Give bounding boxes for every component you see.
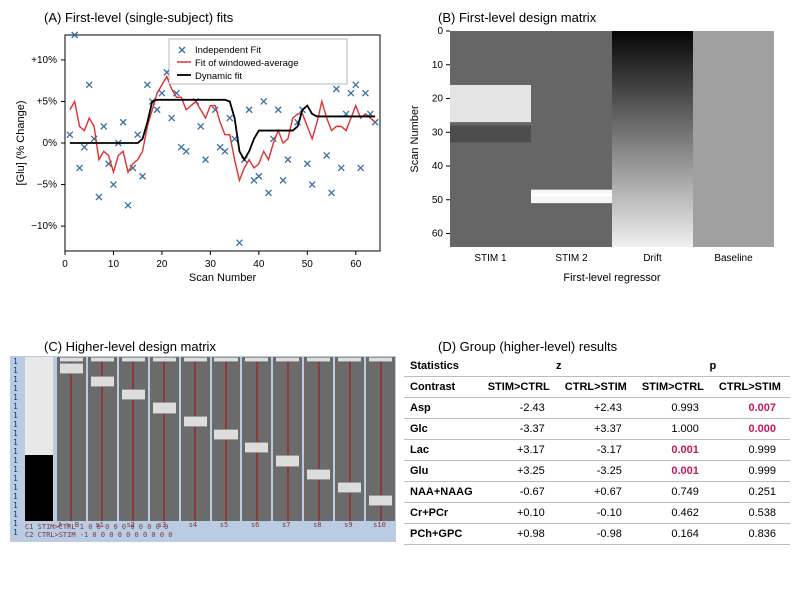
svg-text:40: 40 (432, 161, 444, 172)
cell: -3.25 (559, 460, 636, 481)
table-row: Glc-3.37+3.371.0000.000 (404, 418, 790, 439)
svg-text:First-level regressor: First-level regressor (563, 272, 661, 284)
cell: 0.538 (713, 502, 790, 523)
cell: +3.25 (482, 460, 559, 481)
cell: +0.67 (559, 481, 636, 502)
panel-a: (A) First-level (single-subject) fits 0 1… (10, 10, 396, 331)
table-row: Glu+3.25-3.250.0010.999 (404, 460, 790, 481)
panel-d: (D) Group (higher-level) results Statist… (404, 339, 790, 589)
svg-text:0%: 0% (43, 138, 58, 149)
panel-a-title: (A) First-level (single-subject) fits (10, 10, 396, 25)
svg-text:0: 0 (437, 27, 443, 37)
svg-text:+10%: +10% (31, 55, 57, 66)
z-header: z (482, 356, 636, 377)
svg-text:50: 50 (302, 259, 314, 270)
svg-text:STIM 1: STIM 1 (474, 253, 507, 264)
panel-b-title: (B) First-level design matrix (404, 10, 790, 25)
svg-text:Baseline: Baseline (714, 253, 753, 264)
col-z2: CTRL>STIM (559, 376, 636, 397)
svg-text:10: 10 (432, 60, 444, 71)
cell: Cr+PCr (404, 502, 482, 523)
svg-text:0: 0 (62, 259, 68, 270)
cell: +3.37 (559, 418, 636, 439)
cell: 0.999 (713, 439, 790, 460)
panel-c: (C) Higher-level design matrix 111111111… (10, 339, 396, 589)
cell: 0.749 (636, 481, 713, 502)
table-row: Cr+PCr+0.10-0.100.4620.538 (404, 502, 790, 523)
cell: -3.17 (559, 439, 636, 460)
panel-a-chart: 0 10 20 30 40 50 60 −10% −5% 0% +5% +10% Scan Number… (10, 27, 390, 287)
cell: 0.836 (713, 523, 790, 544)
svg-text:50: 50 (432, 195, 444, 206)
cell: 0.999 (713, 460, 790, 481)
panel-b: (B) First-level design matrix 0 10 20 30 40 5… (404, 10, 790, 331)
col-p1: STIM>CTRL (636, 376, 713, 397)
svg-text:Fit of windowed-average: Fit of windowed-average (195, 58, 299, 69)
svg-text:Scan Number: Scan Number (409, 105, 421, 173)
cell: NAA+NAAG (404, 481, 482, 502)
svg-text:30: 30 (205, 259, 217, 270)
svg-text:20: 20 (432, 94, 444, 105)
svg-text:+5%: +5% (37, 96, 57, 107)
table-row: Lac+3.17-3.170.0010.999 (404, 439, 790, 460)
p-header: p (636, 356, 790, 377)
panel-c-title: (C) Higher-level design matrix (10, 339, 396, 354)
table-row: NAA+NAAG-0.67+0.670.7490.251 (404, 481, 790, 502)
table-row: PCh+GPC+0.98-0.980.1640.836 (404, 523, 790, 544)
svg-text:[Glu] (% Change): [Glu] (% Change) (15, 101, 27, 186)
panel-d-title: (D) Group (higher-level) results (404, 339, 790, 354)
svg-text:Dynamic fit: Dynamic fit (195, 71, 242, 82)
cell: Glu (404, 460, 482, 481)
results-table: Statistics z p Contrast STIM>CTRL CTRL>S… (404, 356, 790, 545)
cell: 0.164 (636, 523, 713, 544)
svg-text:Drift: Drift (643, 253, 662, 264)
cell: +3.17 (482, 439, 559, 460)
svg-text:−10%: −10% (31, 221, 57, 232)
cell: +2.43 (559, 397, 636, 418)
stats-label: Statistics (404, 356, 482, 377)
svg-text:60: 60 (350, 259, 362, 270)
svg-text:Scan Number: Scan Number (189, 272, 257, 284)
panel-b-matrix: 0 10 20 30 40 50 60 STIM 1 STIM 2 Drift Baseline Fi… (404, 27, 784, 287)
cell: +0.10 (482, 502, 559, 523)
cell: -0.10 (559, 502, 636, 523)
cell: -0.98 (559, 523, 636, 544)
cell: 0.000 (713, 418, 790, 439)
cell: 0.251 (713, 481, 790, 502)
cell: 1.000 (636, 418, 713, 439)
panel-c-matrix: 11111111111111111111 A > Bs1s2s3s4s5s6s7… (10, 356, 396, 542)
cell: Glc (404, 418, 482, 439)
svg-text:STIM 2: STIM 2 (555, 253, 588, 264)
cell: Asp (404, 397, 482, 418)
cell: -2.43 (482, 397, 559, 418)
cell: -3.37 (482, 418, 559, 439)
cell: 0.001 (636, 460, 713, 481)
svg-text:30: 30 (432, 127, 444, 138)
col-p2: CTRL>STIM (713, 376, 790, 397)
cell: 0.462 (636, 502, 713, 523)
svg-text:−5%: −5% (37, 180, 57, 191)
cell: Lac (404, 439, 482, 460)
cell: -0.67 (482, 481, 559, 502)
cell: +0.98 (482, 523, 559, 544)
cell: 0.001 (636, 439, 713, 460)
svg-text:60: 60 (432, 229, 444, 240)
table-row: Asp-2.43+2.430.9930.007 (404, 397, 790, 418)
svg-text:10: 10 (108, 259, 120, 270)
svg-text:40: 40 (253, 259, 265, 270)
col-contrast: Contrast (404, 376, 482, 397)
cell: 0.007 (713, 397, 790, 418)
cell: PCh+GPC (404, 523, 482, 544)
svg-text:Independent Fit: Independent Fit (195, 45, 261, 56)
col-z1: STIM>CTRL (482, 376, 559, 397)
svg-text:20: 20 (156, 259, 168, 270)
cell: 0.993 (636, 397, 713, 418)
